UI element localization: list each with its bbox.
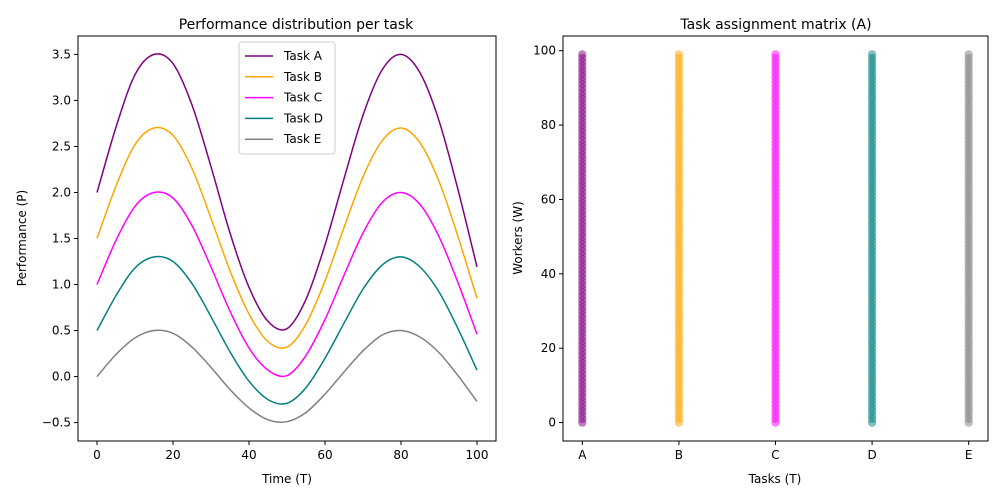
performance-chart: Performance distribution per task 0 20 40 6… bbox=[15, 17, 497, 486]
x-tick-label: 100 bbox=[466, 448, 489, 462]
chart1-ylabel: Performance (P) bbox=[15, 190, 29, 286]
y-tick-label: 2.5 bbox=[52, 139, 71, 153]
chart2-ylabel: Workers (W) bbox=[511, 201, 525, 275]
legend-box bbox=[238, 41, 336, 155]
x-tick-label: C bbox=[771, 448, 779, 462]
x-tick-label: B bbox=[675, 448, 683, 462]
x-tick-label: 80 bbox=[393, 448, 408, 462]
scatter-point bbox=[771, 50, 780, 59]
chart1-legend: Task A Task B Task C Task D Task E bbox=[238, 41, 336, 155]
series-line-task-c bbox=[96, 191, 478, 378]
y-tick-label: 3.5 bbox=[52, 47, 71, 61]
x-tick-label: 60 bbox=[317, 448, 332, 462]
scatter-series-d bbox=[867, 50, 877, 427]
x-tick-label: 40 bbox=[241, 448, 256, 462]
x-tick-label: D bbox=[867, 448, 876, 462]
series-line-task-a bbox=[96, 53, 478, 331]
scatter-point bbox=[674, 50, 684, 59]
chart2-frame bbox=[562, 35, 989, 442]
y-tick-label: 0.5 bbox=[52, 324, 71, 338]
chart1-xlabel: Time (T) bbox=[261, 472, 312, 486]
legend-label: Task C bbox=[283, 91, 322, 105]
chart2-title: Task assignment matrix (A) bbox=[679, 17, 871, 33]
legend-label: Task A bbox=[283, 49, 323, 63]
scatter-point bbox=[964, 50, 973, 59]
legend-label: Task E bbox=[283, 132, 321, 146]
scatter-point bbox=[867, 50, 877, 59]
chart2-xlabel: Tasks (T) bbox=[748, 472, 802, 486]
scatter-series-e bbox=[964, 50, 973, 427]
x-tick-label: E bbox=[965, 448, 973, 462]
y-tick-label: 0.0 bbox=[52, 370, 71, 384]
legend-label: Task D bbox=[283, 111, 323, 125]
y-tick-label: 1.0 bbox=[52, 278, 71, 292]
x-tick-label: 0 bbox=[93, 448, 101, 462]
y-tick-label: 1.5 bbox=[52, 232, 71, 246]
y-tick-label: 2.0 bbox=[52, 185, 71, 199]
legend-label: Task B bbox=[283, 70, 322, 84]
scatter-series-a bbox=[578, 50, 587, 427]
y-tick-label: 20 bbox=[541, 341, 556, 355]
y-tick-label: −0.5 bbox=[42, 416, 71, 430]
scatter-point bbox=[578, 50, 587, 59]
scatter-series-c bbox=[771, 50, 780, 427]
series-line-task-b bbox=[96, 126, 478, 349]
y-tick-label: 40 bbox=[541, 267, 556, 281]
assignment-chart: Task assignment matrix (A) A B C D E 0 20 40 60 8… bbox=[511, 17, 989, 486]
y-tick-label: 80 bbox=[541, 118, 556, 132]
series-line-task-e bbox=[96, 329, 478, 423]
chart1-title: Performance distribution per task bbox=[179, 17, 414, 33]
y-tick-label: 3.0 bbox=[52, 93, 71, 107]
x-tick-label: 20 bbox=[165, 448, 180, 462]
x-tick-label: A bbox=[578, 448, 587, 462]
y-tick-label: 0 bbox=[548, 416, 556, 430]
series-line-task-d bbox=[96, 255, 478, 405]
y-tick-label: 60 bbox=[541, 192, 556, 206]
chart1-frame bbox=[77, 35, 497, 442]
scatter-series-b bbox=[674, 50, 684, 427]
y-tick-label: 100 bbox=[533, 44, 556, 58]
